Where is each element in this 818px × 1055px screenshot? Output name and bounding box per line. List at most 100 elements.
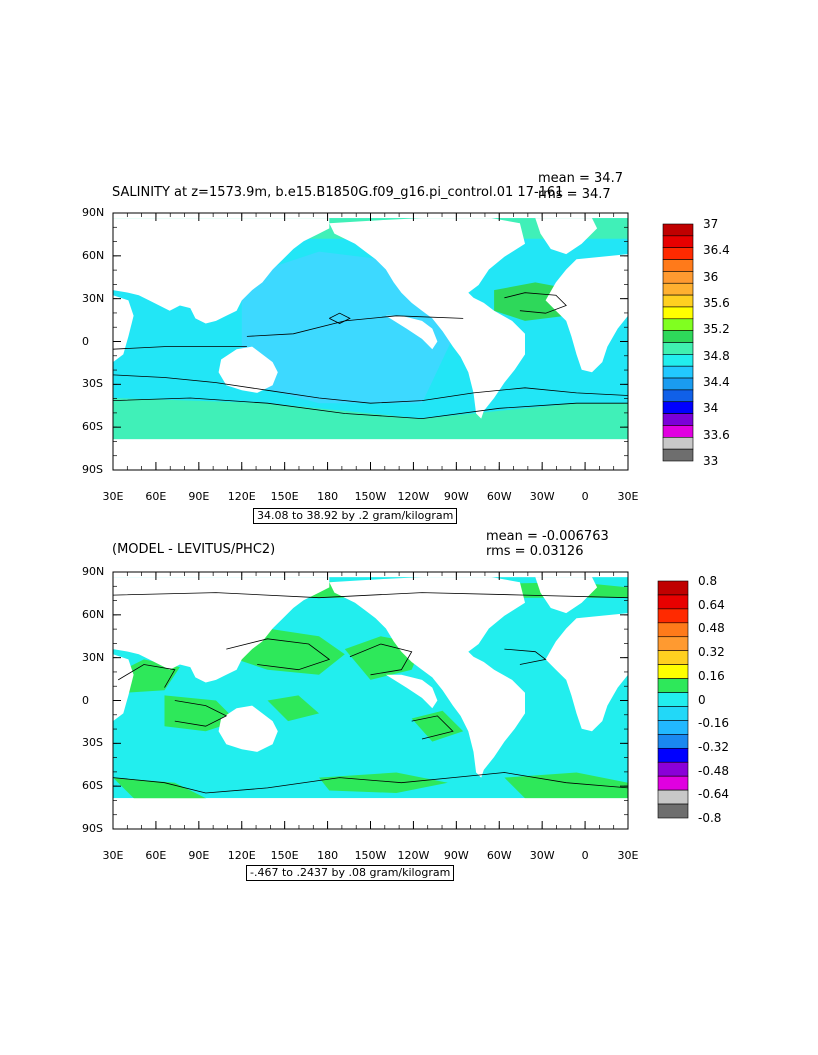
top-land-antarctica bbox=[113, 439, 628, 470]
colorbar-label: 37 bbox=[703, 217, 719, 231]
top-land-americas bbox=[329, 218, 525, 419]
lat-tick-label: 60S bbox=[82, 420, 103, 434]
lon-tick-label: 0 bbox=[581, 490, 589, 503]
bot-land-antarctica bbox=[113, 798, 628, 829]
lat-tick-label: 30S bbox=[82, 736, 103, 750]
bot-land-australia bbox=[218, 705, 278, 752]
bot-contour bbox=[112, 772, 629, 794]
top-panel-title: SALINITY at z=1573.9m, b.e15.B1850G.f09_… bbox=[112, 185, 564, 200]
colorbar-swatch bbox=[662, 223, 694, 237]
colorbar-label: 36.4 bbox=[703, 243, 730, 258]
bottom-contour-info: -.467 to .2437 by .08 gram/kilogram bbox=[246, 865, 455, 881]
colorbar-swatch bbox=[662, 235, 694, 249]
bot-land-greenland bbox=[535, 577, 598, 614]
bot-land-eurasia bbox=[113, 577, 330, 683]
bottom-positive-patch bbox=[113, 579, 628, 598]
colorbar-swatch bbox=[662, 365, 694, 379]
lon-tick-label: 0 bbox=[581, 849, 589, 862]
lon-tick-label: 150E bbox=[270, 849, 299, 862]
colorbar-swatch bbox=[662, 425, 694, 438]
bot-contour bbox=[112, 592, 629, 599]
lon-tick-label: 60E bbox=[145, 849, 167, 862]
colorbar-swatch bbox=[662, 413, 694, 426]
colorbar-label: -0.48 bbox=[698, 763, 730, 778]
lon-tick-label: 60W bbox=[486, 490, 512, 503]
colorbar-label: 0 bbox=[698, 692, 706, 707]
lat-tick-label: 30N bbox=[82, 291, 105, 305]
top-arctic-band bbox=[113, 218, 628, 239]
top-atlantic-high bbox=[494, 282, 577, 321]
lon-tick-label: 30E bbox=[102, 490, 124, 503]
colorbar-label: 0.8 bbox=[698, 574, 718, 588]
lon-tick-label: 150W bbox=[354, 490, 387, 503]
top-contour-info: 34.08 to 38.92 by .2 gram/kilogram bbox=[253, 508, 458, 524]
colorbar-swatch bbox=[657, 775, 689, 791]
lat-tick-label: 30N bbox=[82, 650, 105, 664]
top-rms-label: rms = 34.7 bbox=[538, 187, 611, 202]
colorbar-swatch bbox=[662, 318, 694, 331]
lon-tick-label: 90E bbox=[188, 490, 210, 503]
bot-contour bbox=[504, 648, 547, 665]
lon-tick-label: 90W bbox=[443, 490, 469, 503]
lat-tick-label: 60S bbox=[82, 779, 103, 793]
lon-tick-label: 30E bbox=[617, 490, 639, 503]
lon-tick-label: 30E bbox=[617, 849, 639, 862]
bottom-positive-patch bbox=[411, 710, 464, 742]
colorbar-label: 36 bbox=[703, 269, 719, 284]
lat-tick-label: 0 bbox=[82, 334, 89, 348]
colorbar-swatch bbox=[657, 803, 689, 819]
colorbar-label: 34.4 bbox=[703, 375, 730, 389]
lon-tick-label: 120E bbox=[227, 490, 256, 503]
colorbar-label: 34 bbox=[703, 401, 719, 416]
colorbar-swatch bbox=[657, 720, 689, 735]
colorbar-label: -0.64 bbox=[698, 787, 730, 802]
colorbar-swatch bbox=[657, 747, 689, 763]
lon-tick-label: 120E bbox=[227, 849, 256, 862]
lat-tick-label: 60N bbox=[82, 248, 105, 262]
lat-tick-label: 60N bbox=[82, 607, 105, 621]
colorbar-swatch bbox=[657, 734, 689, 749]
colorbar-swatch bbox=[657, 678, 689, 693]
lon-tick-label: 180 bbox=[317, 490, 339, 503]
bottom-panel-title: (MODEL - LEVITUS/PHC2) bbox=[112, 542, 276, 557]
bottom-positive-patch bbox=[113, 659, 180, 693]
colorbar-label: -0.32 bbox=[698, 739, 730, 754]
colorbar-label: 33 bbox=[703, 454, 719, 468]
top-contour bbox=[112, 346, 247, 350]
colorbar-label: 34.8 bbox=[703, 348, 730, 363]
top-frame bbox=[112, 212, 629, 471]
lon-tick-label: 180 bbox=[317, 849, 339, 862]
colorbar-swatch bbox=[657, 650, 689, 665]
bot-frame bbox=[112, 571, 629, 830]
colorbar-swatch bbox=[657, 664, 689, 679]
bottom-positive-patch bbox=[319, 772, 448, 793]
top-southern-band bbox=[113, 398, 628, 440]
top-land-australia bbox=[218, 346, 278, 393]
bottom-mean-label: mean = -0.006763 bbox=[486, 529, 609, 544]
lon-tick-label: 30W bbox=[529, 490, 555, 503]
colorbar-swatch bbox=[657, 608, 689, 624]
colorbar-swatch bbox=[657, 594, 689, 610]
top-contour bbox=[329, 312, 351, 324]
colorbar-swatch bbox=[662, 401, 694, 414]
colorbar-swatch bbox=[657, 706, 689, 721]
colorbar-label: 0.64 bbox=[698, 597, 725, 612]
lon-tick-label: 30E bbox=[102, 849, 124, 862]
colorbar-swatch bbox=[662, 342, 694, 355]
bottom-positive-patch bbox=[164, 695, 237, 732]
lon-tick-label: 150W bbox=[354, 849, 387, 862]
lon-tick-label: 60W bbox=[486, 849, 512, 862]
top-land-mexico_ca bbox=[385, 315, 438, 350]
bot-contour bbox=[174, 700, 228, 727]
bot-ocean bbox=[113, 577, 628, 799]
colorbar-swatch bbox=[662, 294, 694, 308]
bottom-positive-patch bbox=[504, 772, 628, 799]
top-land-eurasia bbox=[113, 218, 330, 324]
colorbar-label: 0.16 bbox=[698, 668, 725, 683]
bot-land-mexico_ca bbox=[385, 674, 438, 709]
top-pacific-region bbox=[241, 251, 464, 404]
colorbar-swatch bbox=[662, 306, 694, 320]
bottom-positive-patch bbox=[113, 777, 216, 804]
colorbar-label: -0.8 bbox=[698, 811, 722, 825]
